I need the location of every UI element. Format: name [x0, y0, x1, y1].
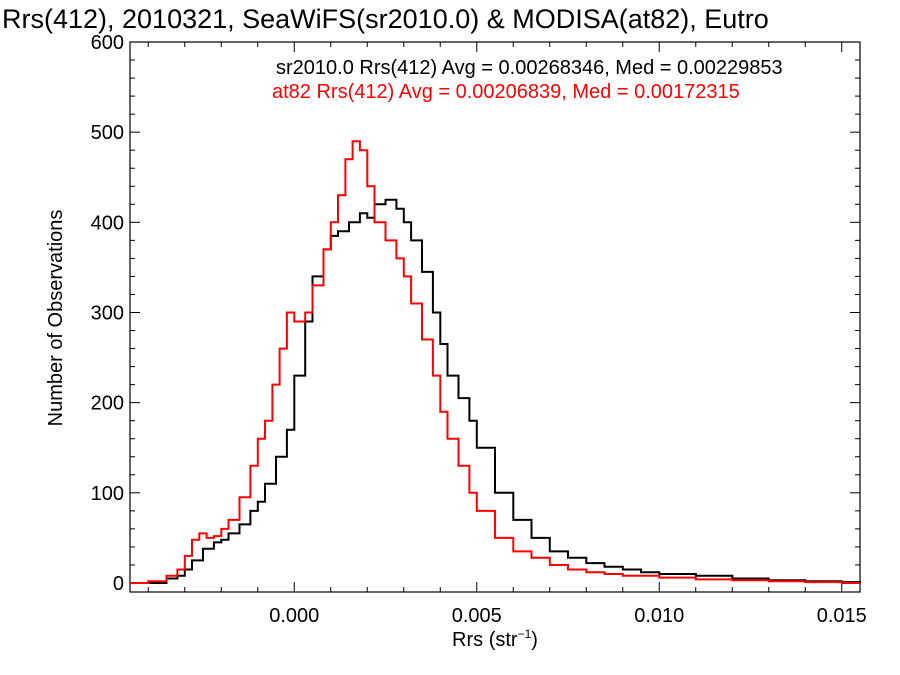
y-axis-label: Number of Observations [45, 210, 67, 427]
x-tick-label: 0.010 [634, 605, 684, 627]
y-tick-label: 600 [91, 32, 124, 54]
y-tick-label: 200 [91, 393, 124, 415]
x-axis-label: Rrs (str−1) [452, 627, 538, 651]
chart-title: Rrs(412), 2010321, SeaWiFS(sr2010.0) & M… [2, 4, 769, 34]
annotations: sr2010.0 Rrs(412) Avg = 0.00268346, Med … [272, 57, 783, 103]
y-tick-label: 100 [91, 483, 124, 505]
plot-border [129, 41, 861, 593]
x-tick-label: 0.015 [817, 605, 867, 627]
series-layer [130, 140, 861, 584]
x-tick-label: 0.005 [452, 605, 502, 627]
annotation-0: sr2010.0 Rrs(412) Avg = 0.00268346, Med … [276, 57, 783, 79]
x-tick-label: 0.000 [269, 605, 319, 627]
series-line-1 [130, 140, 860, 584]
axis-ticks: 0 100 200 300 400 500 600 0.000 0.005 0.010 0.015 [91, 32, 867, 627]
series-line-0 [130, 198, 861, 584]
plot-frame [129, 41, 861, 593]
y-tick-label: 300 [91, 302, 124, 324]
annotation-1: at82 Rrs(412) Avg = 0.00206839, Med = 0.… [272, 81, 740, 103]
y-tick-label: 400 [91, 212, 124, 234]
y-tick-label: 0 [113, 573, 124, 595]
y-tick-label: 500 [91, 122, 124, 144]
